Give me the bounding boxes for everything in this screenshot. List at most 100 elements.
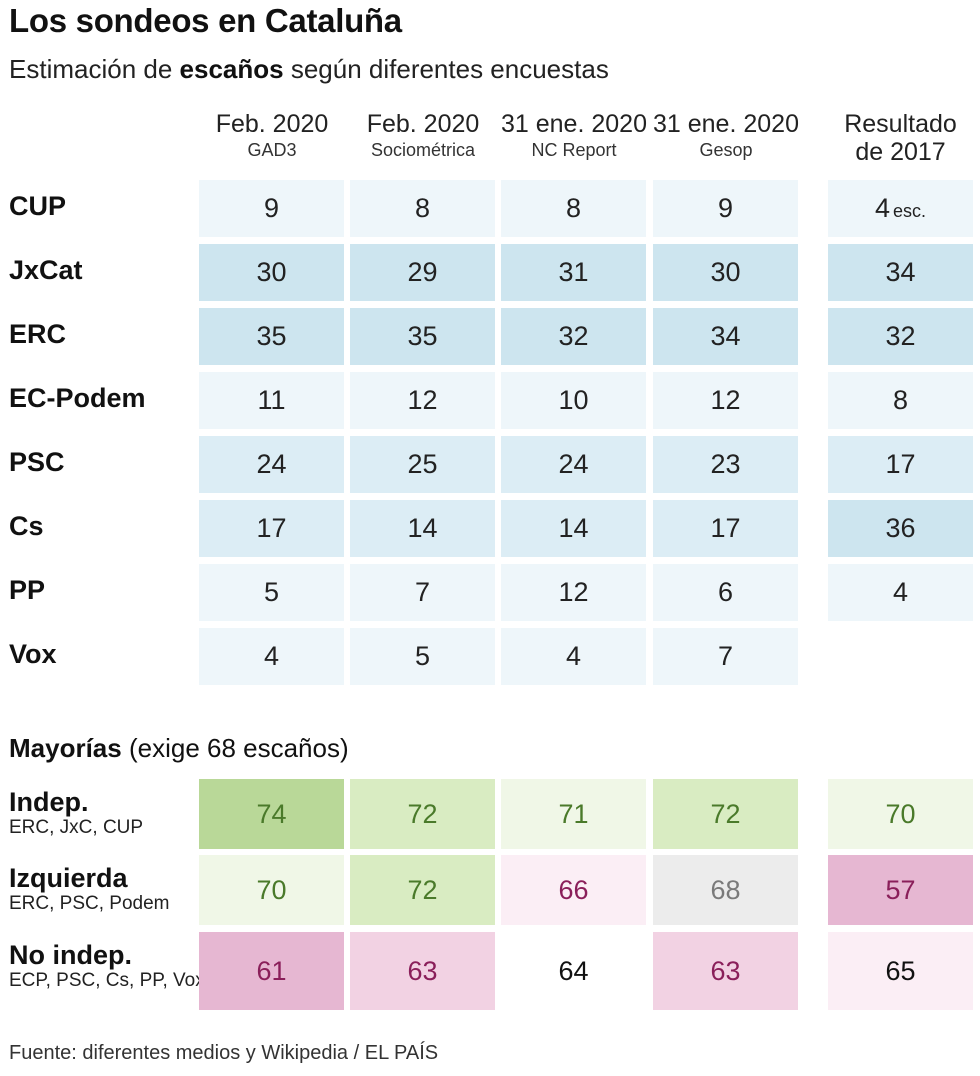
- column-header-date: Feb. 2020: [215, 110, 329, 138]
- majority-name: No indep.: [9, 940, 132, 970]
- seat-cell: 32: [501, 308, 646, 365]
- seat-cell: 34: [653, 308, 798, 365]
- majority-label: No indep. ECP, PSC, Cs, PP, Vox: [9, 940, 205, 992]
- seat-cell: 4: [199, 628, 344, 685]
- majority-cell: 63: [350, 932, 495, 1010]
- result-seat-value: 36: [885, 513, 916, 543]
- result-seat-cell: 36: [828, 500, 973, 557]
- seat-cell: 23: [653, 436, 798, 493]
- seat-cell: 11: [199, 372, 344, 429]
- column-header-pollster: Gesop: [699, 140, 753, 160]
- majority-result-cell: 65: [828, 932, 973, 1010]
- result-seat-cell: 4: [828, 564, 973, 621]
- result-header-line2: de 2017: [855, 138, 946, 166]
- seat-cell: 35: [199, 308, 344, 365]
- party-label: PP: [9, 575, 46, 605]
- party-label: JxCat: [9, 255, 83, 285]
- seat-cell: 9: [653, 180, 798, 237]
- seat-cell: 5: [350, 628, 495, 685]
- party-label: EC-Podem: [9, 383, 146, 413]
- seat-cell: 4: [501, 628, 646, 685]
- seat-cell: 8: [350, 180, 495, 237]
- seat-cell: 12: [653, 372, 798, 429]
- seat-cell: 6: [653, 564, 798, 621]
- column-header: Feb. 2020 GAD3: [196, 110, 348, 162]
- column-header-pollster: Sociométrica: [370, 140, 476, 160]
- result-seat-cell: 32: [828, 308, 973, 365]
- seat-cell: 17: [199, 500, 344, 557]
- column-header-pollster: NC Report: [531, 140, 617, 160]
- seat-cell: 14: [501, 500, 646, 557]
- result-seat-value: 17: [885, 449, 916, 479]
- majority-name: Indep.: [9, 787, 89, 817]
- majority-cell: 61: [199, 932, 344, 1010]
- majority-note: (exige 68 escaños): [121, 733, 349, 763]
- result-seat-cell: 17: [828, 436, 973, 493]
- seat-cell: 30: [653, 244, 798, 301]
- party-label: Cs: [9, 511, 44, 541]
- majority-cell: 66: [501, 855, 646, 925]
- seat-cell: 12: [501, 564, 646, 621]
- majority-name: Izquierda: [9, 863, 128, 893]
- party-label: CUP: [9, 191, 67, 221]
- majority-label: Indep. ERC, JxC, CUP: [9, 787, 143, 839]
- majority-heading: Mayorías (exige 68 escaños): [9, 733, 349, 764]
- party-label: Vox: [9, 639, 57, 669]
- seat-cell: 30: [199, 244, 344, 301]
- seat-cell: 24: [501, 436, 646, 493]
- column-header: 31 ene. 2020 NC Report: [498, 110, 650, 162]
- subtitle-suffix: según diferentes encuestas: [283, 54, 609, 84]
- seat-cell: 5: [199, 564, 344, 621]
- seat-unit-label: esc.: [893, 201, 927, 221]
- seat-cell: 7: [653, 628, 798, 685]
- result-seat-value: 4: [874, 193, 890, 223]
- subtitle-prefix: Estimación de: [9, 54, 180, 84]
- majority-cell: 72: [653, 779, 798, 849]
- seat-cell: 14: [350, 500, 495, 557]
- majority-members: ERC, PSC, Podem: [9, 893, 170, 914]
- majority-members: ERC, JxC, CUP: [9, 817, 144, 838]
- chart-subtitle: Estimación de escaños según diferentes e…: [9, 54, 609, 85]
- party-label: ERC: [9, 319, 67, 349]
- majority-cell: 64: [501, 932, 646, 1010]
- column-header-date: Feb. 2020: [366, 110, 480, 138]
- majority-title: Mayorías: [9, 733, 122, 763]
- source-note: Fuente: diferentes medios y Wikipedia / …: [9, 1042, 439, 1064]
- seat-cell: 12: [350, 372, 495, 429]
- majority-cell: 74: [199, 779, 344, 849]
- subtitle-bold: escaños: [179, 54, 284, 84]
- seat-cell: 9: [199, 180, 344, 237]
- majority-result-cell: 57: [828, 855, 973, 925]
- majority-cell: 63: [653, 932, 798, 1010]
- majority-result-cell: 70: [828, 779, 973, 849]
- result-2017-header: Resultado de 2017: [828, 110, 973, 166]
- result-seat-cell: 4 esc.: [828, 180, 973, 237]
- majority-cell: 72: [350, 855, 495, 925]
- seat-cell: 29: [350, 244, 495, 301]
- chart-title: Los sondeos en Cataluña: [9, 2, 402, 39]
- seat-cell: 31: [501, 244, 646, 301]
- majority-members: ECP, PSC, Cs, PP, Vox: [9, 970, 205, 991]
- column-header-date: 31 ene. 2020: [653, 110, 799, 138]
- majority-cell: 68: [653, 855, 798, 925]
- seat-cell: 10: [501, 372, 646, 429]
- party-label: PSC: [9, 447, 65, 477]
- seat-cell: 8: [501, 180, 646, 237]
- result-seat-value: 8: [892, 385, 909, 415]
- result-seat-cell: 8: [828, 372, 973, 429]
- result-seat-cell: 34: [828, 244, 973, 301]
- majority-cell: 71: [501, 779, 646, 849]
- result-seat-value: 34: [885, 257, 916, 287]
- seat-cell: 17: [653, 500, 798, 557]
- majority-cell: 70: [199, 855, 344, 925]
- column-header: 31 ene. 2020 Gesop: [650, 110, 802, 162]
- column-header-pollster: GAD3: [247, 140, 297, 160]
- majority-cell: 72: [350, 779, 495, 849]
- column-header-date: 31 ene. 2020: [501, 110, 647, 138]
- result-seat-value: 32: [885, 321, 916, 351]
- column-header: Feb. 2020 Sociométrica: [347, 110, 499, 162]
- seat-cell: 25: [350, 436, 495, 493]
- majority-label: Izquierda ERC, PSC, Podem: [9, 863, 170, 915]
- result-seat-value: 4: [892, 577, 909, 607]
- seat-cell: 7: [350, 564, 495, 621]
